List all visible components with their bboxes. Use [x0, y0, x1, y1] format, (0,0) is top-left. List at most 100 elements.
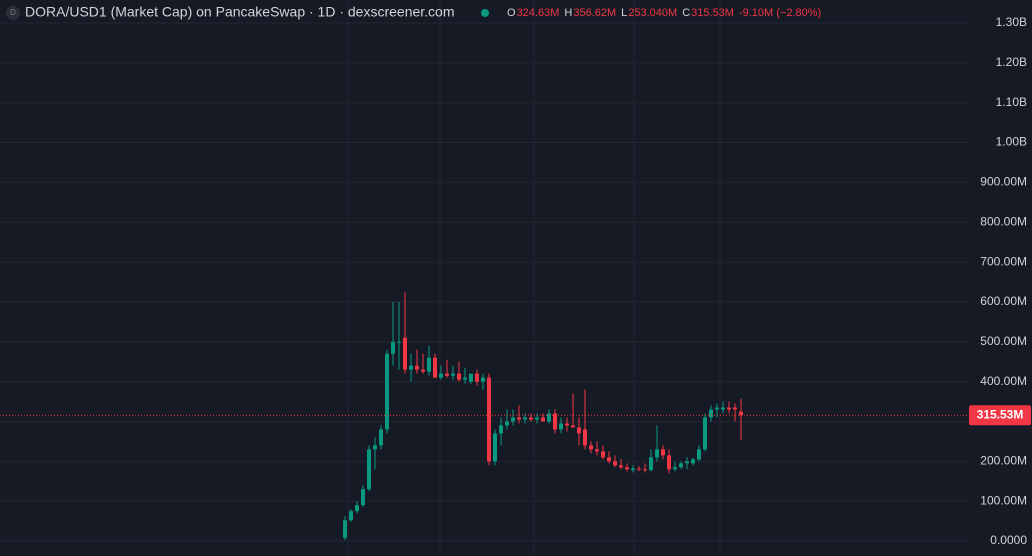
candle-body	[343, 520, 347, 538]
candle-body	[451, 373, 455, 376]
ohlc-key: H	[564, 7, 572, 19]
y-tick-label: 1.30B	[996, 15, 1027, 29]
candle-body	[463, 377, 467, 380]
candle-body	[601, 451, 605, 458]
candle-body	[613, 461, 617, 466]
candle-body	[529, 417, 533, 420]
candle-body	[517, 417, 521, 420]
candle-body	[655, 449, 659, 458]
candle-body	[661, 449, 665, 456]
candle-body	[487, 377, 491, 462]
ohlc-value: 315.53M	[691, 7, 734, 19]
token-icon-letter: D	[10, 8, 16, 17]
candle-body	[457, 373, 461, 380]
candle-body	[733, 407, 737, 410]
candle-body	[535, 417, 539, 420]
ohlc-key: L	[621, 7, 627, 19]
status-dot	[481, 9, 489, 17]
candle-body	[439, 373, 443, 378]
candle-body	[541, 417, 545, 422]
candle-body	[559, 423, 563, 430]
candle-body	[709, 409, 713, 418]
candle-body	[715, 407, 719, 410]
candle-body	[403, 337, 407, 370]
candle-body	[691, 459, 695, 464]
candle-body	[625, 467, 629, 470]
y-tick-label: 1.10B	[996, 95, 1027, 109]
candle-body	[619, 465, 623, 468]
candle-body	[553, 413, 557, 430]
candle-body	[631, 468, 635, 471]
candle-body	[385, 353, 389, 430]
y-tick-label: 800.00M	[980, 214, 1027, 228]
y-tick-label: 200.00M	[980, 453, 1027, 467]
candle-body	[367, 449, 371, 490]
candle-body	[445, 373, 449, 376]
candle-body	[649, 457, 653, 471]
ohlc-value: 356.62M	[573, 7, 616, 19]
candle-body	[397, 341, 401, 343]
candles	[0, 291, 970, 541]
candle-body	[607, 457, 611, 462]
candle-body	[427, 357, 431, 372]
candle-body	[469, 373, 473, 382]
candle-body	[475, 373, 479, 382]
candle-body	[481, 377, 485, 382]
candle-body	[373, 445, 377, 450]
chart-title: DORA/USD1 (Market Cap) on PancakeSwap · …	[25, 4, 455, 20]
candle-body	[349, 511, 353, 521]
y-tick-label: 600.00M	[980, 294, 1027, 308]
candle-body	[739, 411, 743, 416]
y-tick-label: 100.00M	[980, 493, 1027, 507]
candle-body	[577, 427, 581, 434]
candle-body	[565, 423, 569, 426]
last-price-tag	[969, 405, 1031, 426]
candle-body	[721, 407, 725, 410]
candle-body	[595, 449, 599, 452]
candle-body	[547, 413, 551, 422]
candle-body	[637, 468, 641, 470]
y-tick-label: 900.00M	[980, 175, 1027, 189]
price-change: -9.10M (−2.80%)	[739, 7, 821, 19]
candle-body	[583, 429, 587, 446]
candle-body	[409, 365, 413, 370]
candle-body	[697, 449, 701, 460]
y-tick-label: 700.00M	[980, 254, 1027, 268]
candle-body	[571, 425, 575, 428]
y-tick-label: 0.0000	[990, 533, 1027, 547]
candle-body	[379, 429, 383, 446]
candle-body	[685, 461, 689, 464]
y-axis: 0.0000100.00M200.00M300.00M400.00M500.00…	[969, 0, 1032, 556]
candle-body	[523, 417, 527, 420]
y-tick-label: 400.00M	[980, 374, 1027, 388]
candle-body	[703, 417, 707, 450]
last-price-label: 315.53M	[977, 407, 1024, 421]
token-icon	[6, 6, 20, 20]
candle-body	[667, 455, 671, 470]
ohlc-value: 324.63M	[517, 7, 560, 19]
candle-body	[511, 417, 515, 422]
grid	[0, 22, 970, 542]
candle-body	[433, 357, 437, 378]
candle-body	[415, 365, 419, 370]
header: D DORA/USD1 (Market Cap) on PancakeSwap …	[6, 4, 821, 20]
candle-body	[679, 463, 683, 468]
candle-body	[361, 489, 365, 506]
ohlc-key: C	[682, 7, 690, 19]
axis-background	[970, 0, 1032, 556]
candle-body	[643, 469, 647, 471]
y-tick-label: 1.00B	[996, 135, 1027, 149]
candle-body	[355, 505, 359, 512]
ohlc-key: O	[507, 7, 516, 19]
y-tick-label: 500.00M	[980, 334, 1027, 348]
candle-body	[673, 467, 677, 470]
candle-body	[391, 341, 395, 354]
candle-body	[505, 421, 509, 426]
candle-body	[727, 407, 731, 410]
candle-body	[493, 433, 497, 462]
candle-body	[589, 445, 593, 450]
y-tick-label: 1.20B	[996, 55, 1027, 69]
